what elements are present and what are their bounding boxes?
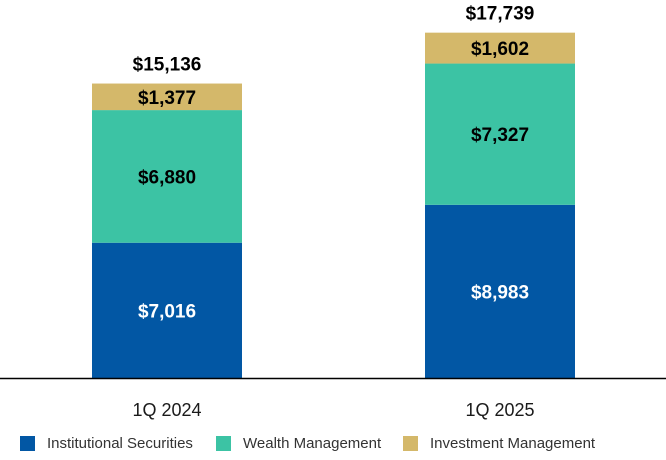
legend-label: Institutional Securities (47, 435, 193, 452)
bar-value-label: $6,880 (138, 167, 196, 188)
bar-segment-wealth-management-0 (92, 110, 242, 243)
bar-value-label: $8,983 (471, 282, 529, 303)
bar-segment-investment-management-0 (92, 83, 242, 111)
x-tick-label: 1Q 2024 (132, 400, 201, 420)
bar-value-label: $7,016 (138, 301, 196, 322)
legend-label: Wealth Management (243, 435, 382, 452)
bar-segment-investment-management-1 (425, 32, 575, 64)
legend-label: Investment Management (430, 435, 596, 452)
bar-total-label: $17,739 (466, 4, 535, 25)
legend-swatch (403, 436, 418, 451)
bar-value-label: $7,327 (471, 125, 529, 146)
legend-swatch (216, 436, 231, 451)
bar-segment-institutional-securities-0 (92, 242, 242, 378)
bar-value-label: $1,377 (138, 88, 196, 109)
legend-swatch (20, 436, 35, 451)
bar-segment-wealth-management-1 (425, 63, 575, 205)
x-tick-label: 1Q 2025 (465, 400, 534, 420)
bar-segment-institutional-securities-1 (425, 204, 575, 378)
bar-value-label: $1,602 (471, 39, 529, 60)
bar-total-label: $15,136 (133, 55, 202, 76)
